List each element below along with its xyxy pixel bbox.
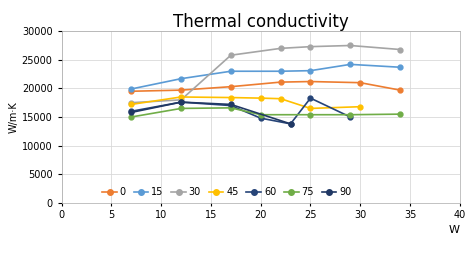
45 bbox=[258, 96, 264, 100]
Title: Thermal conductivity: Thermal conductivity bbox=[173, 13, 348, 31]
Line: 75: 75 bbox=[129, 105, 402, 119]
75 bbox=[228, 106, 234, 109]
45 bbox=[278, 97, 283, 100]
15 bbox=[397, 66, 403, 69]
75 bbox=[258, 113, 264, 116]
60 bbox=[228, 104, 234, 107]
45 bbox=[228, 96, 234, 99]
0 bbox=[178, 89, 184, 92]
Line: 0: 0 bbox=[129, 79, 402, 94]
90 bbox=[228, 103, 234, 106]
30 bbox=[397, 48, 403, 51]
0 bbox=[397, 89, 403, 92]
90 bbox=[178, 101, 184, 104]
15 bbox=[228, 70, 234, 73]
75 bbox=[347, 113, 353, 116]
30 bbox=[308, 45, 313, 48]
60 bbox=[347, 115, 353, 119]
30 bbox=[347, 44, 353, 47]
45 bbox=[308, 107, 313, 110]
45 bbox=[178, 95, 184, 99]
60 bbox=[288, 122, 293, 125]
60 bbox=[178, 101, 184, 104]
15 bbox=[278, 70, 283, 73]
0 bbox=[228, 85, 234, 88]
Legend: 0, 15, 30, 45, 60, 75, 90: 0, 15, 30, 45, 60, 75, 90 bbox=[98, 184, 356, 202]
Text: W: W bbox=[449, 225, 460, 235]
30 bbox=[228, 54, 234, 57]
0 bbox=[357, 81, 363, 84]
Line: 30: 30 bbox=[129, 43, 402, 105]
15 bbox=[128, 87, 134, 90]
15 bbox=[178, 77, 184, 80]
60 bbox=[128, 110, 134, 113]
75 bbox=[397, 113, 403, 116]
45 bbox=[128, 103, 134, 106]
Line: 60: 60 bbox=[129, 96, 353, 126]
Line: 15: 15 bbox=[129, 62, 402, 92]
Line: 45: 45 bbox=[129, 95, 363, 111]
30 bbox=[278, 47, 283, 50]
75 bbox=[128, 115, 134, 119]
90 bbox=[288, 122, 293, 125]
75 bbox=[178, 107, 184, 110]
0 bbox=[278, 81, 283, 84]
0 bbox=[128, 90, 134, 93]
15 bbox=[308, 69, 313, 72]
60 bbox=[258, 116, 264, 120]
90 bbox=[128, 111, 134, 114]
60 bbox=[308, 96, 313, 100]
30 bbox=[128, 101, 134, 104]
Line: 90: 90 bbox=[129, 100, 293, 126]
15 bbox=[347, 63, 353, 66]
0 bbox=[308, 80, 313, 83]
45 bbox=[357, 105, 363, 108]
75 bbox=[308, 113, 313, 116]
30 bbox=[178, 98, 184, 101]
Y-axis label: W/m·K: W/m·K bbox=[9, 101, 19, 133]
